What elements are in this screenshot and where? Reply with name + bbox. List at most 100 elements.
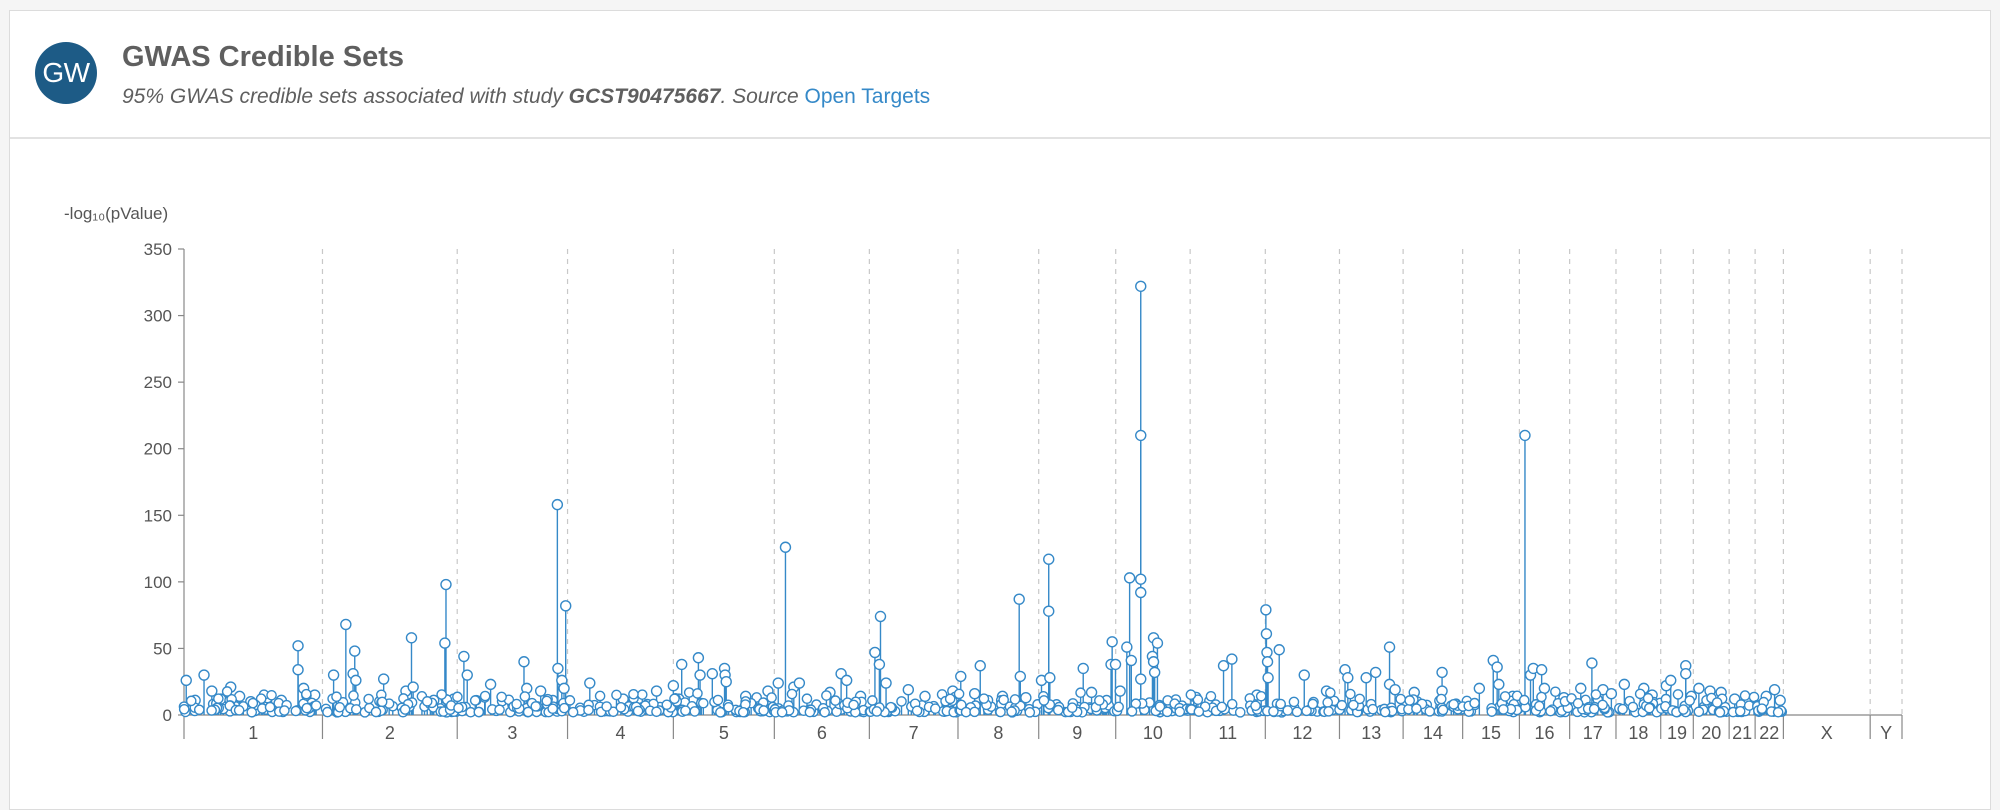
credible-set-point [1367, 703, 1379, 715]
credible-set-point [1411, 703, 1422, 714]
credible-set-point [1261, 646, 1273, 659]
credible-set-point [1437, 704, 1449, 716]
subtitle-prefix: 95% GWAS credible sets associated with s… [122, 85, 569, 108]
credible-set-point [547, 703, 559, 715]
credible-set-point [1147, 656, 1160, 668]
credible-set-point [1617, 703, 1628, 715]
credible-set-point [636, 689, 648, 700]
credible-set-point [246, 706, 258, 718]
credible-set-point [819, 706, 830, 718]
credible-set-point [1217, 660, 1230, 672]
credible-set-point [233, 705, 245, 716]
open-targets-link[interactable]: Open Targets [804, 85, 931, 108]
credible-set-point [874, 610, 887, 623]
credible-set-point [715, 707, 726, 718]
credible-set-point [519, 691, 531, 702]
credible-set-point [1325, 687, 1336, 699]
credible-set-point [1499, 691, 1511, 702]
credible-set-point [1114, 685, 1126, 697]
credible-set-point [1260, 604, 1272, 616]
credible-set-point [511, 698, 522, 710]
credible-set-point [766, 692, 777, 703]
credible-set-point [1192, 694, 1204, 705]
credible-set-point [1739, 690, 1751, 701]
credible-set-point [1360, 672, 1372, 684]
credible-set-point [956, 699, 967, 711]
credible-set-point [1379, 706, 1391, 718]
credible-set-point [421, 696, 433, 707]
credible-set-point [1268, 706, 1279, 717]
chromosome-label: Y [1880, 723, 1892, 743]
credible-set-point [567, 706, 579, 718]
credible-set-point [247, 697, 259, 709]
credible-set-point [583, 704, 594, 716]
credible-set-point [974, 660, 986, 672]
credible-set-point [1684, 695, 1696, 706]
credible-set-point [801, 693, 813, 705]
credible-set-point [1473, 682, 1486, 695]
credible-set-point [1135, 673, 1147, 685]
chromosome-label: 20 [1701, 723, 1721, 743]
study-id: GCST90475667 [568, 85, 721, 108]
credible-set-point [518, 656, 530, 668]
credible-set-point [821, 690, 832, 701]
credible-set-point [1205, 690, 1217, 702]
credible-set-point [1533, 700, 1545, 712]
credible-set-point [960, 706, 972, 718]
credible-set-point [651, 706, 662, 718]
credible-set-point [439, 637, 451, 649]
credible-set-point [1291, 706, 1303, 718]
credible-set-point [266, 689, 277, 701]
credible-set-point [786, 688, 798, 700]
credible-set-point [706, 668, 719, 680]
points [178, 280, 1788, 718]
credible-set-point [1066, 702, 1078, 714]
y-tick-label: 200 [144, 440, 172, 459]
credible-set-point [611, 689, 622, 701]
credible-set-point [1135, 586, 1147, 599]
credible-set-point [1077, 662, 1089, 675]
y-tick-label: 0 [163, 706, 172, 725]
chromosome-label: 21 [1732, 723, 1752, 743]
credible-set-point [1714, 707, 1726, 718]
credible-set-point [978, 693, 990, 704]
credible-set-point [1006, 706, 1017, 717]
section-description: 95% GWAS credible sets associated with s… [122, 85, 930, 109]
credible-set-point [692, 688, 703, 699]
chromosome-label: 2 [385, 723, 395, 743]
credible-set-point [867, 695, 878, 706]
credible-set-point [1024, 707, 1036, 718]
credible-set-point [615, 702, 627, 713]
credible-set-point [461, 669, 473, 681]
credible-set-point [564, 695, 576, 706]
credible-set-point [1038, 695, 1050, 706]
credible-set-point [667, 680, 680, 692]
y-tick-label: 350 [144, 240, 172, 259]
credible-set-point [1307, 698, 1319, 710]
credible-set-point [1536, 691, 1547, 703]
credible-set-point [601, 701, 612, 712]
credible-set-point [1618, 678, 1631, 691]
credible-set-point [1154, 701, 1166, 712]
credible-set-point [185, 695, 197, 707]
credible-set-point [840, 674, 853, 687]
y-axis-label: -log₁₀(pValue) [64, 204, 168, 223]
chromosome-label: 5 [719, 723, 729, 743]
credible-set-point [1768, 684, 1781, 696]
credible-set-point [676, 658, 688, 671]
credible-set-point [552, 662, 564, 675]
avatar-text: GW [42, 57, 90, 88]
credible-set-point [292, 664, 304, 676]
credible-set-point [334, 701, 346, 713]
credible-set-point [1161, 706, 1173, 718]
y-tick-label: 50 [153, 639, 172, 658]
credible-set-point [331, 691, 342, 703]
credible-set-point [1085, 686, 1098, 699]
credible-set-point [327, 669, 340, 681]
credible-set-point [1226, 698, 1238, 710]
credible-set-point [1588, 703, 1600, 715]
credible-set-point [969, 706, 980, 718]
credible-set-point [632, 705, 644, 717]
credible-set-point [1020, 691, 1032, 704]
